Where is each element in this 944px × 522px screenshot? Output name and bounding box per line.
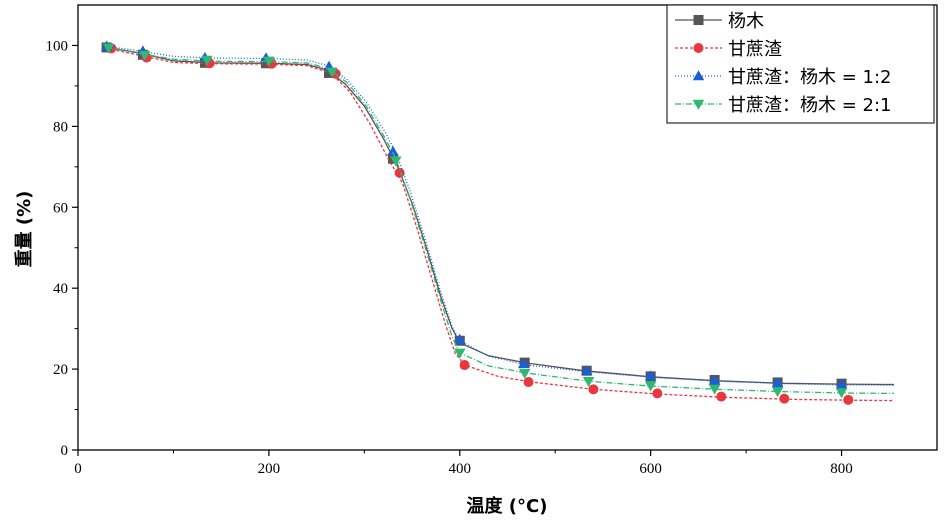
- plot-frame: [77, 4, 938, 451]
- series-2: [106, 43, 895, 405]
- y-tick-label: 20: [53, 362, 68, 378]
- series-line: [106, 47, 895, 402]
- data-point: [390, 156, 402, 167]
- y-tick-label: 40: [53, 281, 68, 297]
- data-point: [263, 56, 275, 67]
- legend-marker: [693, 43, 704, 53]
- data-point: [708, 384, 721, 395]
- data-point: [523, 377, 534, 388]
- data-point: [102, 43, 115, 54]
- data-point: [139, 50, 151, 61]
- series-line: [106, 46, 895, 395]
- data-point: [517, 358, 530, 369]
- series-4: [102, 43, 895, 399]
- data-point: [644, 370, 657, 381]
- x-tick-label: 0: [74, 461, 82, 477]
- y-tick-label: 60: [53, 200, 68, 216]
- legend-label: 甘蔗渣：杨木 = 1:2: [728, 67, 892, 88]
- data-point: [644, 381, 657, 392]
- data-point: [454, 333, 466, 344]
- legend-marker: [692, 99, 705, 110]
- data-point: [835, 388, 848, 399]
- series-layer: [100, 40, 895, 405]
- data-point: [580, 364, 593, 375]
- legend-label: 甘蔗渣: [728, 39, 782, 60]
- x-tick-label: 400: [449, 461, 472, 477]
- data-point: [708, 374, 721, 385]
- data-point: [582, 376, 595, 387]
- data-point: [771, 377, 784, 388]
- legend-label: 甘蔗渣：杨木 = 2:1: [728, 95, 892, 116]
- data-point: [716, 391, 727, 402]
- data-point: [261, 58, 272, 69]
- data-point: [835, 378, 848, 389]
- data-point: [459, 360, 470, 371]
- data-point: [588, 384, 599, 395]
- data-point: [326, 67, 338, 78]
- data-point: [771, 387, 784, 398]
- data-point: [387, 145, 399, 156]
- data-point: [518, 368, 531, 379]
- legend-box: [666, 4, 935, 124]
- legend-marker: [693, 15, 704, 25]
- data-point: [454, 348, 466, 359]
- legend-label: 杨木: [728, 11, 764, 32]
- y-tick-label: 0: [61, 443, 69, 459]
- legend-marker: [692, 70, 705, 81]
- series-line: [106, 45, 895, 386]
- y-tick-label: 100: [46, 38, 69, 54]
- data-point: [779, 393, 790, 404]
- y-tick-label: 80: [53, 119, 68, 135]
- data-point: [201, 55, 213, 66]
- x-tick-label: 600: [639, 461, 662, 477]
- data-point: [843, 394, 854, 405]
- data-point: [652, 388, 663, 399]
- x-axis-title: 温度 (°C): [467, 495, 548, 517]
- y-axis-title: 重量 (%): [13, 191, 35, 268]
- x-tick-label: 200: [258, 461, 281, 477]
- x-tick-label: 800: [830, 461, 853, 477]
